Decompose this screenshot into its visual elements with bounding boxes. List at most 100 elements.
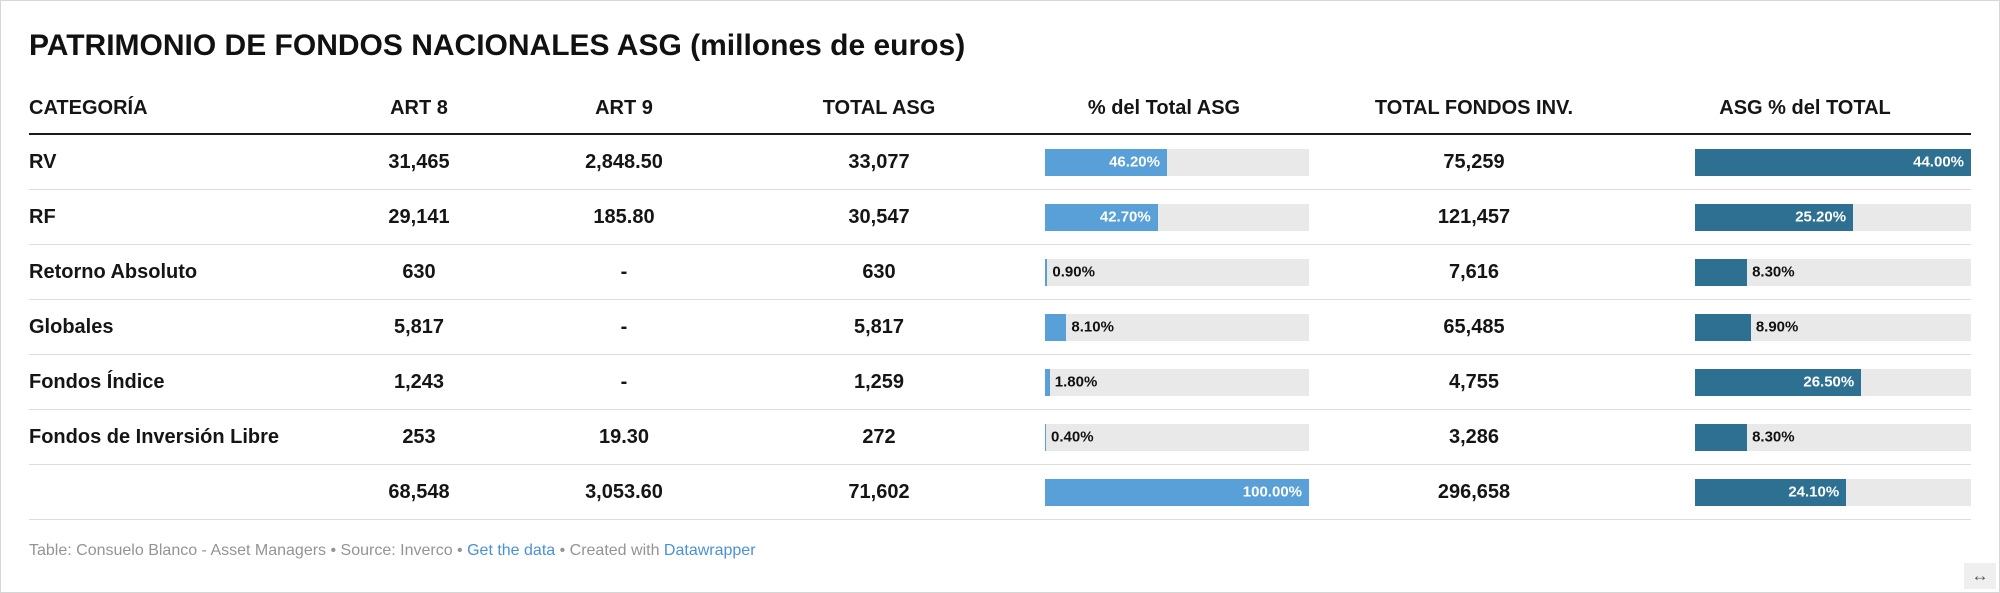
datawrapper-link[interactable]: Datawrapper (663, 542, 756, 559)
bar-value-label: 8.30% (1752, 428, 1795, 446)
cell-total-fondos: 65,485 (1443, 315, 1505, 338)
bar-fill (1695, 478, 1847, 506)
col-header-categoria: CATEGORÍA (29, 96, 148, 119)
table-row: Fondos Índice 1,243 - 1,259 1.80% 4,755 … (29, 355, 1971, 410)
credit-middle: • Created with (555, 542, 664, 559)
pct-asg-bar: 42.70% (1045, 203, 1309, 231)
asg-pct-bar-cell: 44.00% (1639, 148, 1971, 176)
bar-fill (1045, 313, 1067, 341)
bar-value-label: 26.50% (1803, 373, 1855, 391)
cell-total-asg: 5,817 (853, 315, 905, 338)
get-data-link[interactable]: Get the data (467, 542, 556, 559)
cell-art9: 19.30 (598, 425, 650, 448)
cell-art8: 1,243 (393, 370, 445, 393)
cell-total-asg: 30,547 (848, 205, 910, 228)
pct-asg-bar: 1.80% (1045, 368, 1309, 396)
bar-value-label: 0.40% (1051, 428, 1094, 446)
cell-total-fondos: 121,457 (1437, 205, 1511, 228)
cell-categoria: Retorno Absoluto (29, 260, 198, 283)
col-header-asg-pct: ASG % del TOTAL (1719, 96, 1891, 119)
resize-handle[interactable]: ↔ (1964, 563, 1996, 589)
cell-categoria: Fondos de Inversión Libre (29, 425, 280, 448)
cell-total-asg: 33,077 (848, 150, 910, 173)
cell-categoria: Globales (29, 315, 114, 338)
asg-pct-bar-cell: 26.50% (1639, 368, 1971, 396)
resize-arrows-icon: ↔ (1971, 566, 1989, 585)
cell-total-fondos: 296,658 (1437, 480, 1511, 503)
cell-art9: 2,848.50 (585, 150, 663, 173)
cell-total-fondos: 3,286 (1448, 425, 1500, 448)
cell-total-asg: 630 (862, 260, 896, 283)
table-row: Fondos de Inversión Libre 253 19.30 272 … (29, 410, 1971, 465)
cell-art9: - (620, 315, 628, 338)
asg-pct-bar-cell: 25.20% (1639, 203, 1971, 231)
footer-credit: Table: Consuelo Blanco - Asset Managers … (1, 520, 1999, 560)
asg-pct-bar-cell: 8.90% (1639, 313, 1971, 341)
pct-asg-bar-cell: 8.10% (1019, 313, 1309, 341)
asg-pct-bar-cell: 24.10% (1639, 478, 1971, 506)
pct-asg-bar: 0.40% (1045, 423, 1309, 451)
cell-art8: 68,548 (388, 480, 450, 503)
bar-fill (1045, 423, 1047, 451)
bar-value-label: 0.90% (1052, 263, 1095, 281)
bar-value-label: 8.90% (1755, 318, 1799, 336)
asg-pct-bar: 26.50% (1695, 368, 1971, 396)
cell-total-fondos: 4,755 (1448, 370, 1500, 393)
cell-total-asg: 71,602 (848, 480, 910, 503)
col-header-pct-asg: % del Total ASG (1087, 96, 1241, 119)
bar-fill (1695, 313, 1751, 341)
bar-value-label: 44.00% (1913, 153, 1964, 171)
bar-value-label: 46.20% (1109, 153, 1160, 171)
cell-art9: - (620, 260, 628, 283)
col-header-total-asg: TOTAL ASG (822, 96, 936, 119)
bar-fill (1695, 203, 1854, 231)
table-row: Globales 5,817 - 5,817 8.10% 65,485 8.90… (29, 300, 1971, 355)
table-row: RF 29,141 185.80 30,547 42.70% 121,457 2… (29, 190, 1971, 245)
table-row: Retorno Absoluto 630 - 630 0.90% 7,616 8… (29, 245, 1971, 300)
cell-total-fondos: 75,259 (1443, 150, 1505, 173)
cell-total-fondos: 7,616 (1448, 260, 1500, 283)
cell-categoria: Fondos Índice (29, 370, 165, 393)
cell-art9: - (620, 370, 628, 393)
bar-fill (1045, 368, 1050, 396)
asg-pct-bar: 8.90% (1695, 313, 1971, 341)
page-title: PATRIMONIO DE FONDOS NACIONALES ASG (mil… (29, 29, 966, 62)
bar-fill (1045, 148, 1167, 176)
cell-art9: 185.80 (593, 205, 655, 228)
cell-art8: 5,817 (393, 315, 445, 338)
asg-pct-bar: 25.20% (1695, 203, 1971, 231)
asg-pct-bar: 8.30% (1695, 258, 1971, 286)
asg-pct-bar-cell: 8.30% (1639, 423, 1971, 451)
bar-value-label: 100.00% (1242, 483, 1302, 501)
bar-fill (1695, 423, 1748, 451)
cell-total-asg: 1,259 (853, 370, 905, 393)
cell-categoria: RV (29, 150, 57, 173)
asg-pct-bar: 44.00% (1695, 148, 1971, 176)
pct-asg-bar: 100.00% (1045, 478, 1309, 506)
pct-asg-bar-cell: 0.90% (1019, 258, 1309, 286)
total-row: 68,548 3,053.60 71,602 100.00% 296,658 2… (29, 465, 1971, 520)
pct-asg-bar: 46.20% (1045, 148, 1309, 176)
pct-asg-bar-cell: 42.70% (1019, 203, 1309, 231)
bar-fill (1045, 203, 1158, 231)
bar-value-label: 42.70% (1099, 208, 1151, 226)
col-header-art9: ART 9 (595, 96, 653, 119)
credit-text: Table: Consuelo Blanco - Asset Managers … (29, 542, 468, 559)
table-header: CATEGORÍA ART 8 ART 9 TOTAL ASG % del To… (29, 83, 1971, 135)
cell-categoria: RF (29, 205, 56, 228)
asg-pct-bar: 8.30% (1695, 423, 1971, 451)
col-header-total-fondos: TOTAL FONDOS INV. (1374, 96, 1574, 119)
asg-pct-bar-cell: 8.30% (1639, 258, 1971, 286)
pct-asg-bar-cell: 46.20% (1019, 148, 1309, 176)
pct-asg-bar-cell: 100.00% (1019, 478, 1309, 506)
bar-value-label: 24.10% (1788, 483, 1840, 501)
pct-asg-bar-cell: 1.80% (1019, 368, 1309, 396)
col-header-art8: ART 8 (390, 96, 448, 119)
bar-value-label: 1.80% (1054, 373, 1098, 391)
cell-art8: 253 (402, 425, 436, 448)
pct-asg-bar-cell: 0.40% (1019, 423, 1309, 451)
cell-art9: 3,053.60 (585, 480, 663, 503)
table-row: RV 31,465 2,848.50 33,077 46.20% 75,259 … (29, 135, 1971, 190)
cell-art8: 29,141 (388, 205, 450, 228)
